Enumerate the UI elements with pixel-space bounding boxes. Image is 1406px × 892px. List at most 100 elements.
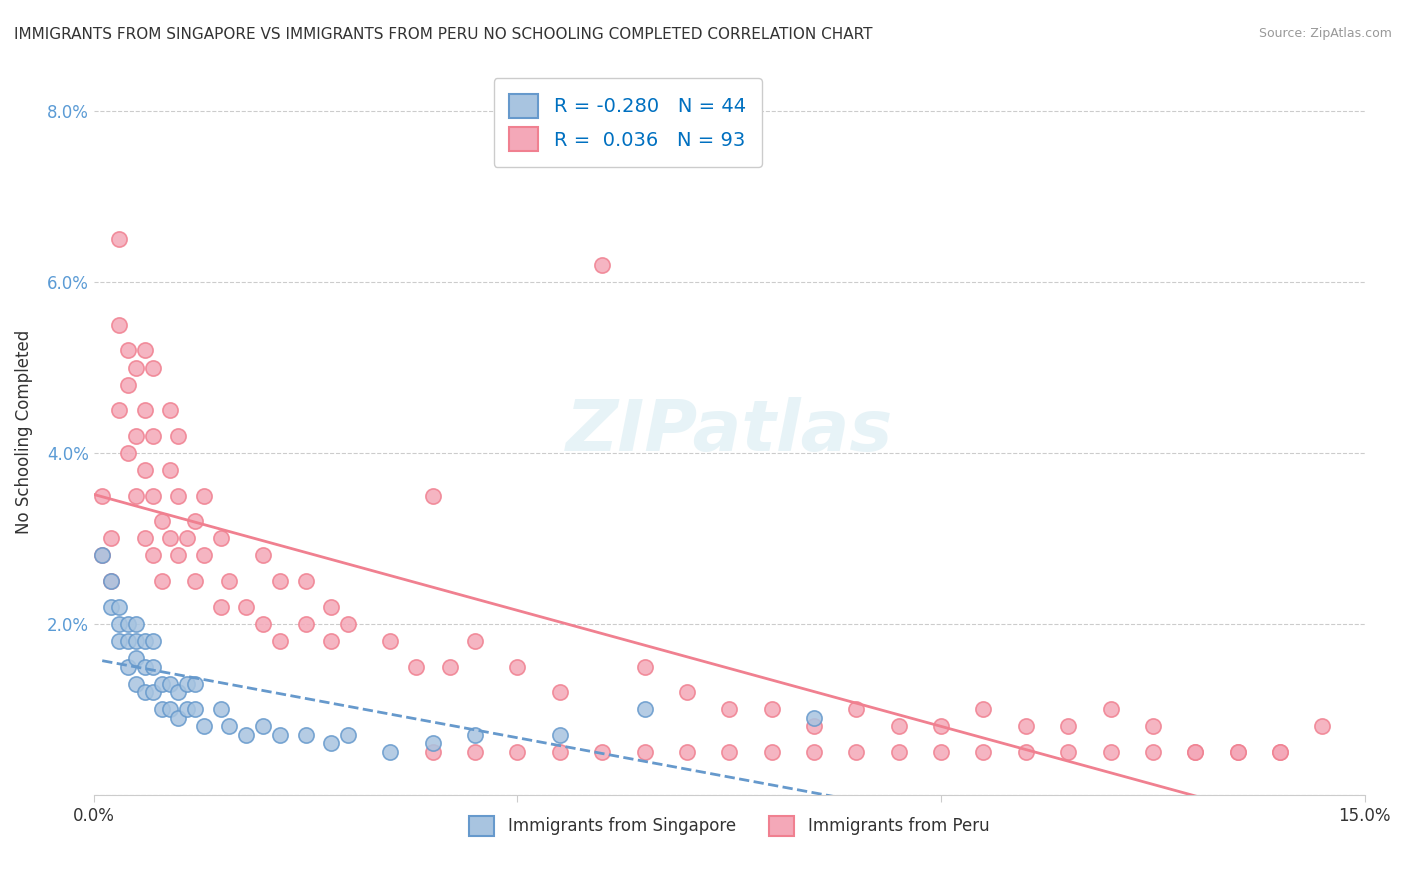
Point	[718, 702, 741, 716]
Point	[117, 377, 139, 392]
Point	[1268, 745, 1291, 759]
Point	[1099, 702, 1122, 716]
Point	[117, 659, 139, 673]
Point	[506, 745, 529, 759]
Point	[972, 745, 994, 759]
Point	[929, 745, 952, 759]
Point	[176, 676, 198, 690]
Point	[1142, 745, 1164, 759]
Point	[439, 659, 461, 673]
Point	[167, 711, 190, 725]
Point	[294, 616, 316, 631]
Text: IMMIGRANTS FROM SINGAPORE VS IMMIGRANTS FROM PERU NO SCHOOLING COMPLETED CORRELA: IMMIGRANTS FROM SINGAPORE VS IMMIGRANTS …	[14, 27, 873, 42]
Point	[134, 463, 156, 477]
Point	[125, 429, 148, 443]
Point	[422, 745, 444, 759]
Point	[718, 745, 741, 759]
Point	[159, 403, 181, 417]
Point	[803, 745, 825, 759]
Point	[125, 676, 148, 690]
Point	[269, 728, 291, 742]
Point	[142, 659, 165, 673]
Point	[209, 599, 232, 614]
Point	[294, 574, 316, 588]
Point	[209, 532, 232, 546]
Point	[134, 532, 156, 546]
Point	[929, 719, 952, 733]
Point	[150, 574, 173, 588]
Point	[142, 489, 165, 503]
Point	[464, 745, 486, 759]
Text: Source: ZipAtlas.com: Source: ZipAtlas.com	[1258, 27, 1392, 40]
Point	[108, 599, 131, 614]
Point	[150, 702, 173, 716]
Point	[464, 728, 486, 742]
Point	[633, 702, 655, 716]
Point	[269, 574, 291, 588]
Point	[159, 676, 181, 690]
Point	[159, 532, 181, 546]
Point	[464, 634, 486, 648]
Point	[134, 634, 156, 648]
Point	[676, 745, 699, 759]
Legend: Immigrants from Singapore, Immigrants from Peru: Immigrants from Singapore, Immigrants fr…	[461, 807, 997, 845]
Point	[1268, 745, 1291, 759]
Point	[134, 685, 156, 699]
Point	[294, 728, 316, 742]
Point	[193, 489, 215, 503]
Point	[422, 489, 444, 503]
Point	[184, 514, 207, 528]
Point	[167, 685, 190, 699]
Point	[117, 634, 139, 648]
Point	[548, 745, 571, 759]
Point	[125, 489, 148, 503]
Point	[142, 360, 165, 375]
Point	[1057, 745, 1080, 759]
Point	[100, 574, 122, 588]
Y-axis label: No Schooling Completed: No Schooling Completed	[15, 329, 32, 533]
Point	[269, 634, 291, 648]
Point	[1015, 719, 1038, 733]
Point	[336, 728, 359, 742]
Point	[319, 736, 342, 750]
Point	[117, 616, 139, 631]
Point	[1226, 745, 1249, 759]
Point	[91, 489, 114, 503]
Point	[1184, 745, 1206, 759]
Point	[125, 634, 148, 648]
Point	[591, 258, 613, 272]
Point	[176, 702, 198, 716]
Point	[108, 634, 131, 648]
Point	[1312, 719, 1334, 733]
Point	[167, 489, 190, 503]
Point	[159, 702, 181, 716]
Point	[150, 514, 173, 528]
Point	[1142, 719, 1164, 733]
Point	[117, 446, 139, 460]
Point	[125, 616, 148, 631]
Point	[184, 676, 207, 690]
Point	[218, 574, 240, 588]
Point	[142, 549, 165, 563]
Point	[134, 659, 156, 673]
Point	[887, 719, 910, 733]
Point	[887, 745, 910, 759]
Point	[134, 403, 156, 417]
Point	[184, 574, 207, 588]
Point	[252, 719, 274, 733]
Point	[633, 745, 655, 759]
Point	[319, 599, 342, 614]
Point	[761, 702, 783, 716]
Point	[803, 719, 825, 733]
Point	[142, 685, 165, 699]
Point	[117, 343, 139, 358]
Point	[100, 574, 122, 588]
Point	[548, 728, 571, 742]
Point	[803, 711, 825, 725]
Point	[336, 616, 359, 631]
Point	[761, 745, 783, 759]
Point	[167, 549, 190, 563]
Point	[125, 360, 148, 375]
Point	[218, 719, 240, 733]
Point	[845, 745, 868, 759]
